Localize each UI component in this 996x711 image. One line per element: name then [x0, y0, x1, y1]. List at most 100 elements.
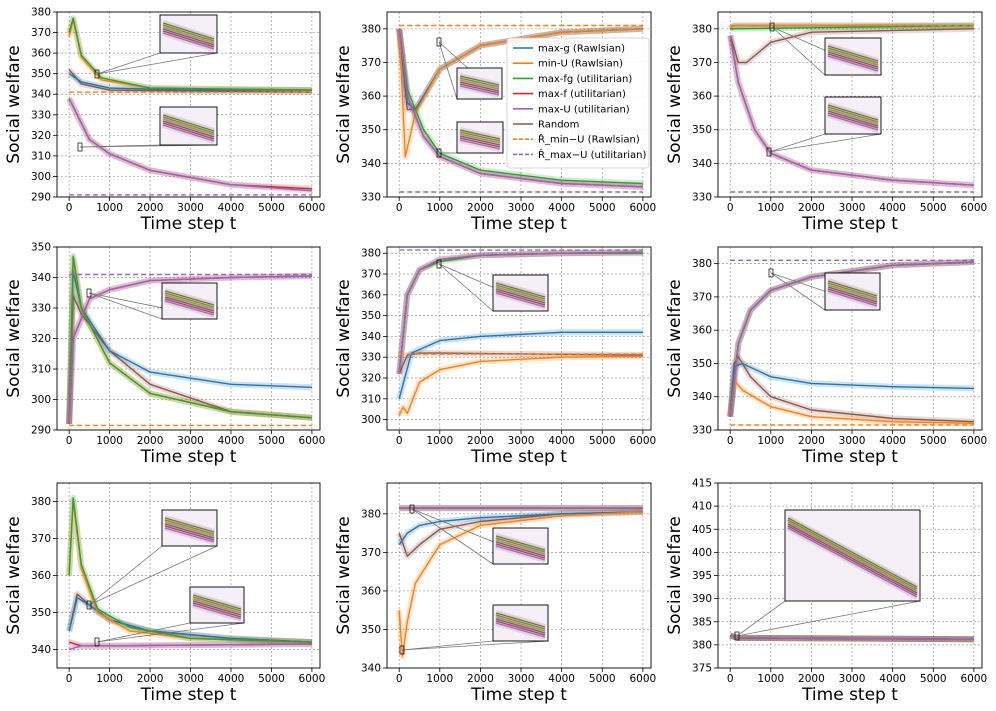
plot-area: [66, 253, 313, 427]
y-tick-label: 340: [361, 663, 381, 675]
y-tick-label: 350: [361, 124, 381, 136]
y-tick-label: 380: [361, 508, 381, 520]
panel-row1-col3: 0 1000 2000 3000 4000 5000 6000 330 340 350 360 370…: [665, 11, 987, 234]
zoom-region: [86, 600, 92, 610]
y-tick-label: 370: [692, 291, 712, 303]
y-axis-label: Social welfare: [334, 45, 354, 163]
y-tick-label: 340: [31, 644, 51, 656]
zoom-region: [436, 148, 442, 158]
y-tick-label: 360: [361, 585, 381, 597]
inset-line: [827, 51, 879, 68]
inset-line: [459, 77, 500, 88]
y-tick-label: 330: [31, 109, 51, 121]
inset-line: [459, 137, 501, 148]
inset-connector: [401, 640, 549, 651]
inset-line: [164, 519, 215, 535]
zoom-inset: [824, 96, 882, 135]
zoom-inset: [784, 509, 921, 602]
y-tick-label: 360: [692, 91, 712, 103]
legend-label: R̂_max−U (utilitarian): [538, 148, 647, 161]
inset-line: [495, 284, 546, 300]
x-tick-label: 6000: [299, 202, 326, 214]
inset-line: [459, 75, 500, 86]
inset-line: [162, 122, 215, 140]
inset-line: [162, 30, 215, 48]
y-tick-label: 350: [361, 624, 381, 636]
y-tick-label: 310: [361, 393, 381, 405]
x-tick-label: 6000: [961, 673, 988, 685]
inset-connector: [770, 272, 826, 311]
inset-connector: [88, 545, 218, 606]
inset-line: [827, 290, 878, 307]
x-tick-label: 4000: [879, 673, 906, 685]
x-tick-label: 0: [396, 673, 403, 685]
inset-line: [495, 543, 546, 559]
y-tick-label: 300: [361, 414, 381, 426]
x-tick-label: 5000: [589, 673, 616, 685]
x-tick-label: 2000: [798, 202, 825, 214]
x-tick-label: 2000: [137, 202, 164, 214]
inset-line: [495, 612, 546, 628]
x-tick-label: 2000: [798, 435, 825, 447]
x-tick-label: 6000: [961, 435, 988, 447]
inset-connector: [96, 52, 218, 75]
y-tick-label: 350: [692, 358, 712, 370]
y-tick-label: 380: [692, 258, 712, 270]
y-tick-label: 330: [692, 425, 712, 437]
y-tick-label: 310: [31, 150, 51, 162]
y-tick-label: 410: [692, 501, 712, 513]
inset-connector: [768, 133, 826, 153]
inset-line: [164, 300, 215, 316]
x-axis-label: Time step t: [470, 214, 567, 234]
inset-line: [787, 527, 918, 598]
inset-line: [827, 104, 879, 121]
zoom-region: [436, 259, 442, 269]
legend-frame: [506, 37, 650, 169]
inset-line: [495, 282, 546, 298]
y-tick-label: 370: [31, 27, 51, 39]
x-tick-label: 3000: [177, 435, 204, 447]
y-tick-label: 320: [31, 130, 51, 142]
inset-connector: [768, 133, 882, 153]
inset-line: [192, 600, 242, 616]
inset-line: [787, 523, 918, 594]
y-tick-label: 370: [31, 533, 51, 545]
series-line-Random: [68, 69, 312, 93]
x-axis-label: Time step t: [140, 447, 237, 467]
x-tick-label: 0: [727, 673, 734, 685]
inset-line: [495, 286, 546, 302]
y-tick-label: 360: [361, 289, 381, 301]
inset-line: [827, 282, 878, 299]
inset-line: [164, 294, 215, 310]
inset-connector: [736, 600, 786, 637]
series-line-max-U: [68, 275, 312, 424]
x-tick-label: 1000: [96, 673, 123, 685]
y-tick-label: 330: [361, 192, 381, 204]
y-tick-label: 385: [692, 616, 712, 628]
inset-connector: [411, 508, 494, 565]
y-tick-label: 380: [361, 23, 381, 35]
legend-label: max-U (utilitarian): [538, 104, 630, 115]
y-axis-label: Social welfare: [334, 279, 354, 397]
axes-frame: [386, 246, 652, 431]
x-tick-label: 6000: [299, 673, 326, 685]
band-min-U: [396, 353, 643, 417]
zoom-region: [77, 142, 83, 152]
inset-line: [459, 83, 500, 94]
x-tick-label: 4000: [879, 202, 906, 214]
panel-row3-col2: 0 1000 2000 3000 4000 5000 6000 340 350 360 370 380…: [334, 482, 656, 705]
y-tick-label: 405: [692, 524, 712, 536]
series-line-max-U: [730, 634, 974, 640]
panel-row2-col3: 0 1000 2000 3000 4000 5000 6000 330 340 350 360 370…: [665, 246, 988, 467]
y-tick-label: 340: [31, 89, 51, 101]
x-tick-label: 3000: [839, 435, 866, 447]
plot-area: [727, 259, 975, 427]
inset-line: [787, 525, 918, 596]
zoom-region: [436, 37, 442, 47]
y-axis-label: Social welfare: [4, 516, 24, 634]
x-tick-label: 5000: [258, 673, 285, 685]
y-tick-label: 350: [361, 310, 381, 322]
x-axis-label: Time step t: [140, 214, 237, 234]
x-tick-label: 6000: [299, 435, 326, 447]
